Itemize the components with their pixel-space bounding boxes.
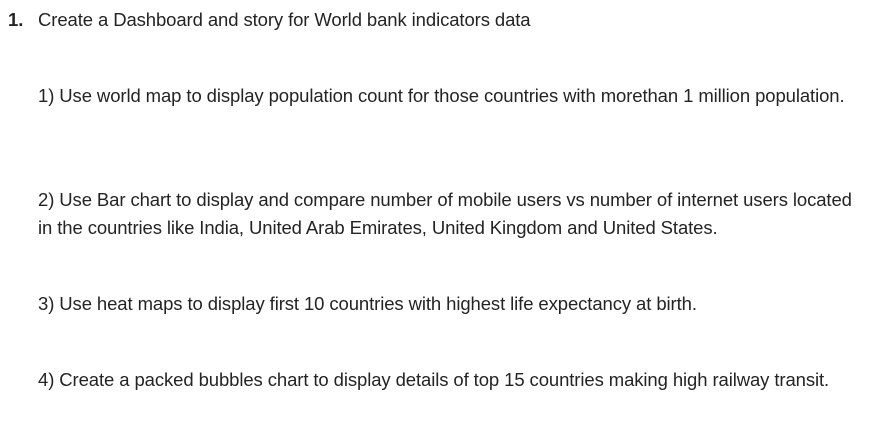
list-item-heading: 1. Create a Dashboard and story for Worl… xyxy=(8,7,531,33)
task-paragraph-2: 2) Use Bar chart to display and compare … xyxy=(38,189,852,238)
task-paragraph-4: 4) Create a packed bubbles chart to disp… xyxy=(38,369,830,390)
task-paragraph-1: 1) Use world map to display population c… xyxy=(38,85,845,106)
task-paragraph-3: 3) Use heat maps to display first 10 cou… xyxy=(38,293,697,314)
list-number: 1. xyxy=(8,9,24,30)
task-heading: Create a Dashboard and story for World b… xyxy=(38,9,531,30)
